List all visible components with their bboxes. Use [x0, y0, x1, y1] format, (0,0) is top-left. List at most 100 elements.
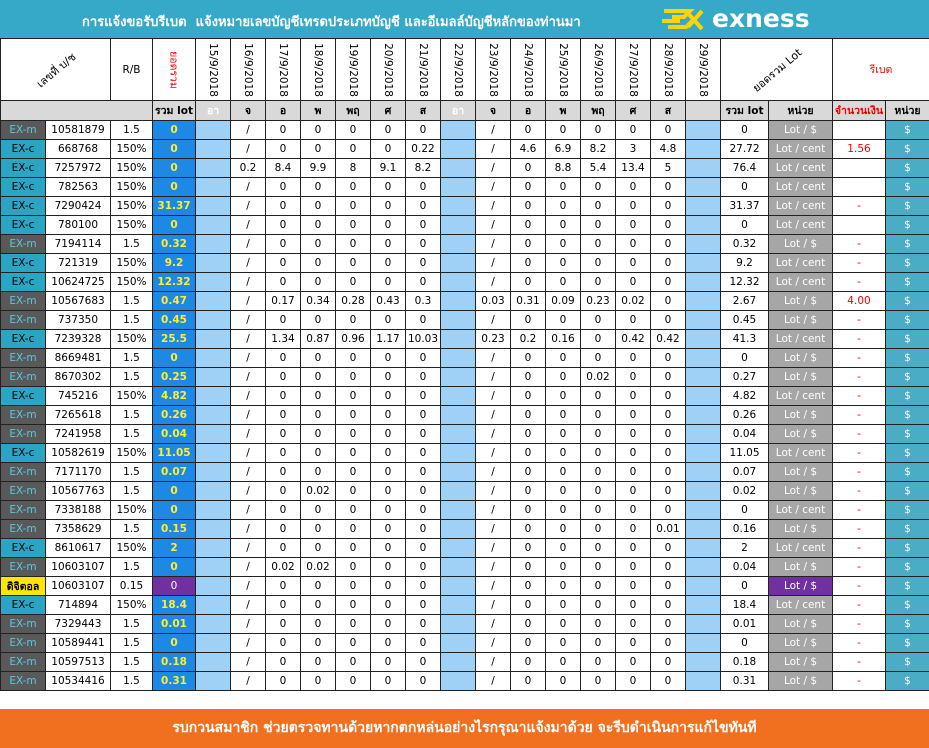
cell: 0: [546, 463, 581, 482]
cell: 0: [721, 349, 769, 368]
cell: /: [476, 615, 511, 634]
cell: 1.5: [111, 558, 153, 577]
cell: 0: [153, 216, 196, 235]
blank-cell: [441, 596, 476, 615]
cell: 0.16: [721, 520, 769, 539]
cell: 0: [546, 672, 581, 691]
cell: EX-m: [1, 672, 46, 691]
cell: /: [476, 425, 511, 444]
cell: -: [833, 349, 886, 368]
cell: EX-c: [1, 254, 46, 273]
cell: Lot / cent: [769, 539, 833, 558]
cell: /: [476, 501, 511, 520]
cell: $: [886, 178, 929, 197]
cell: 12.32: [721, 273, 769, 292]
blank-cell: [441, 406, 476, 425]
cell: 10624725: [46, 273, 111, 292]
cell: 0: [616, 311, 651, 330]
cell: EX-c: [1, 140, 46, 159]
cell: EX-m: [1, 520, 46, 539]
cell: 0: [511, 178, 546, 197]
cell: 0.23: [581, 292, 616, 311]
cell: 0: [266, 121, 301, 140]
cell: $: [886, 444, 929, 463]
date-header: 18/9/2018: [301, 39, 336, 101]
cell: 0: [511, 235, 546, 254]
cell: 0: [616, 254, 651, 273]
cell: $: [886, 577, 929, 596]
cell: 0: [153, 121, 196, 140]
cell: 10567683: [46, 292, 111, 311]
cell: 0: [511, 672, 546, 691]
cell: 150%: [111, 596, 153, 615]
cell: /: [231, 140, 266, 159]
blank-cell: [686, 368, 721, 387]
cell: 0: [371, 539, 406, 558]
cell: 0: [336, 254, 371, 273]
blank-cell: [441, 520, 476, 539]
cell: 0: [546, 216, 581, 235]
cell: 0: [301, 577, 336, 596]
cell: $: [886, 539, 929, 558]
cell: 0: [581, 615, 616, 634]
cell: 0: [406, 482, 441, 501]
cell: /: [231, 197, 266, 216]
date-label: 21/9/2018: [417, 43, 429, 97]
cell: 1.56: [833, 140, 886, 159]
cell: 0: [266, 273, 301, 292]
cell: 0: [616, 463, 651, 482]
cell: 0.04: [721, 558, 769, 577]
cell: 0: [406, 349, 441, 368]
cell: /: [231, 311, 266, 330]
cell: 150%: [111, 216, 153, 235]
blank-cell: [441, 501, 476, 520]
cell: 0: [266, 311, 301, 330]
cell: 18.4: [721, 596, 769, 615]
cell: 0: [301, 653, 336, 672]
cell: Lot / $: [769, 672, 833, 691]
cell: 0: [511, 159, 546, 178]
cell: 0.22: [406, 140, 441, 159]
cell: 0: [371, 140, 406, 159]
cell: /: [476, 387, 511, 406]
blank-cell: [686, 254, 721, 273]
cell: /: [231, 444, 266, 463]
blank-cell: [686, 444, 721, 463]
date-header: 15/9/2018: [196, 39, 231, 101]
cell: /: [476, 349, 511, 368]
cell: 0.01: [721, 615, 769, 634]
cell: 0: [406, 577, 441, 596]
cell: 0: [511, 520, 546, 539]
cell: 0: [266, 615, 301, 634]
cell: 41.3: [721, 330, 769, 349]
cell: Lot / cent: [769, 254, 833, 273]
cell: EX-m: [1, 121, 46, 140]
cell: 31.37: [153, 197, 196, 216]
cell: 0: [651, 463, 686, 482]
cell: 7241958: [46, 425, 111, 444]
cell: 0: [616, 216, 651, 235]
blank-cell: [686, 178, 721, 197]
cell: 0: [406, 273, 441, 292]
cell: 0: [371, 634, 406, 653]
cell: 0: [581, 653, 616, 672]
cell: /: [231, 634, 266, 653]
blank-cell: [686, 311, 721, 330]
cell: 4.8: [651, 140, 686, 159]
cell: 0: [336, 178, 371, 197]
cell: -: [833, 273, 886, 292]
blank-cell: [196, 235, 231, 254]
cell: [833, 216, 886, 235]
cell: 0: [406, 615, 441, 634]
cell: 0: [336, 368, 371, 387]
cell: 0: [616, 349, 651, 368]
cell: 0: [511, 634, 546, 653]
cell: 11.05: [721, 444, 769, 463]
cell: 0: [616, 368, 651, 387]
cell: 0: [616, 520, 651, 539]
cell: Lot / $: [769, 482, 833, 501]
